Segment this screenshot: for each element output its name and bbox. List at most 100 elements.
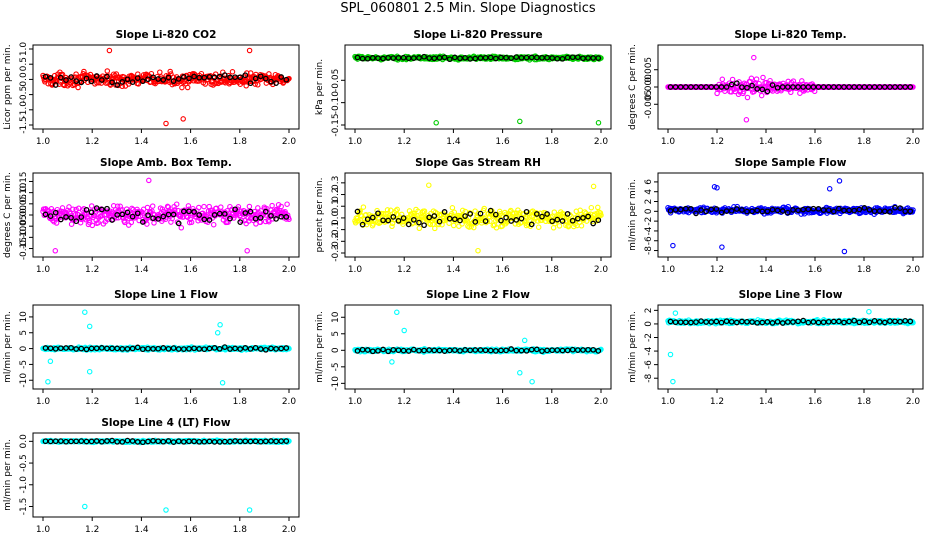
x-tick-label: 1.8	[233, 397, 248, 407]
x-tick-label: 1.2	[710, 397, 724, 407]
data-point-black	[508, 218, 515, 224]
data-point	[114, 203, 121, 210]
data-point-black	[820, 319, 827, 326]
data-point-black	[191, 209, 197, 215]
x-tick-label: 1.2	[85, 525, 99, 535]
outlier-point	[866, 308, 872, 315]
data-point-black	[421, 222, 427, 229]
y-tick-label: -5	[19, 360, 29, 369]
data-point-black	[400, 215, 407, 221]
y-tick-label: -6	[644, 236, 654, 245]
data-point	[210, 221, 217, 228]
data-point-black	[170, 345, 177, 351]
y-tick-label: 0.00	[19, 205, 29, 225]
data-point-black	[242, 210, 249, 216]
data-point	[451, 209, 458, 216]
data-point-black	[503, 54, 509, 61]
data-point-black	[180, 73, 187, 80]
y-tick-label: -1.5	[19, 498, 29, 516]
data-point	[416, 225, 423, 232]
y-tick-label: 0.000	[644, 74, 654, 100]
data-point-black	[211, 345, 218, 351]
data-point-black	[564, 211, 571, 217]
outlier-point	[751, 54, 757, 61]
data-point-black	[825, 318, 832, 325]
data-point	[582, 209, 588, 215]
data-point	[95, 219, 101, 226]
data-point-black	[569, 217, 576, 224]
x-tick-label: 1.6	[495, 137, 510, 147]
x-tick-label: 2.0	[282, 265, 297, 275]
data-point	[68, 221, 75, 227]
data-point-black	[739, 84, 745, 91]
data-point	[246, 203, 253, 210]
data-point-black	[134, 210, 141, 217]
data-point-black	[416, 219, 422, 226]
data-point-black	[201, 74, 208, 81]
data-point-black	[492, 348, 499, 354]
data-point-black	[421, 347, 427, 354]
data-point-black	[580, 55, 586, 62]
data-point-black	[129, 345, 136, 352]
data-point	[72, 211, 79, 218]
data-point-black	[595, 217, 602, 224]
data-point-black	[139, 219, 146, 225]
series-points	[352, 53, 604, 126]
data-point-black	[216, 210, 223, 217]
data-point-black	[68, 344, 74, 351]
data-point-black	[165, 74, 172, 81]
x-tick-label: 1.0	[348, 265, 363, 275]
data-point-black	[451, 347, 458, 353]
y-tick-label: -10	[331, 376, 341, 391]
data-point-black	[866, 84, 873, 90]
data-point-black	[180, 346, 187, 352]
data-point-black	[708, 84, 715, 90]
data-point-black	[139, 439, 146, 446]
data-point-black	[201, 438, 208, 445]
data-point-black	[580, 215, 586, 221]
data-point-black	[825, 207, 832, 214]
data-point-black	[175, 346, 182, 352]
data-point-black	[672, 206, 679, 213]
data-point-black	[150, 74, 156, 81]
data-point-black	[242, 345, 249, 351]
data-point-black	[385, 217, 392, 224]
data-point	[496, 208, 503, 215]
data-point-black	[728, 318, 735, 325]
data-point-black	[907, 84, 914, 90]
data-point-black	[851, 207, 858, 214]
panel-title: Slope Line 3 Flow	[739, 289, 843, 301]
data-point	[593, 217, 599, 223]
data-point-black	[708, 319, 715, 325]
data-point	[286, 438, 292, 444]
data-point-black	[410, 216, 417, 223]
data-point-black	[764, 319, 771, 325]
data-point-black	[574, 215, 581, 222]
y-tick-label: -0.05	[19, 215, 29, 238]
x-tick-label: 1.2	[85, 397, 99, 407]
outlier-point	[217, 322, 223, 328]
outlier-point	[389, 359, 395, 365]
data-point	[178, 225, 185, 231]
data-point-black	[585, 213, 591, 220]
data-point-black	[232, 438, 238, 444]
data-point-black	[375, 347, 381, 354]
data-point-black	[354, 54, 361, 61]
data-point-black	[109, 217, 115, 223]
data-point-black	[769, 206, 776, 213]
data-point-black	[47, 345, 54, 352]
data-point-black	[902, 208, 909, 215]
data-point	[255, 205, 261, 211]
data-point-black	[268, 438, 274, 444]
data-point-black	[395, 55, 402, 61]
y-tick-label: 0.005	[644, 57, 654, 83]
data-point-black	[104, 438, 110, 444]
data-point-black	[232, 345, 238, 352]
data-point-black	[523, 208, 530, 215]
data-point-black	[892, 204, 898, 211]
data-point-black	[109, 79, 115, 86]
data-point	[286, 345, 292, 352]
data-point-black	[93, 73, 100, 79]
x-tick-label: 2.0	[282, 397, 297, 407]
y-tick-label: -4	[644, 346, 654, 355]
